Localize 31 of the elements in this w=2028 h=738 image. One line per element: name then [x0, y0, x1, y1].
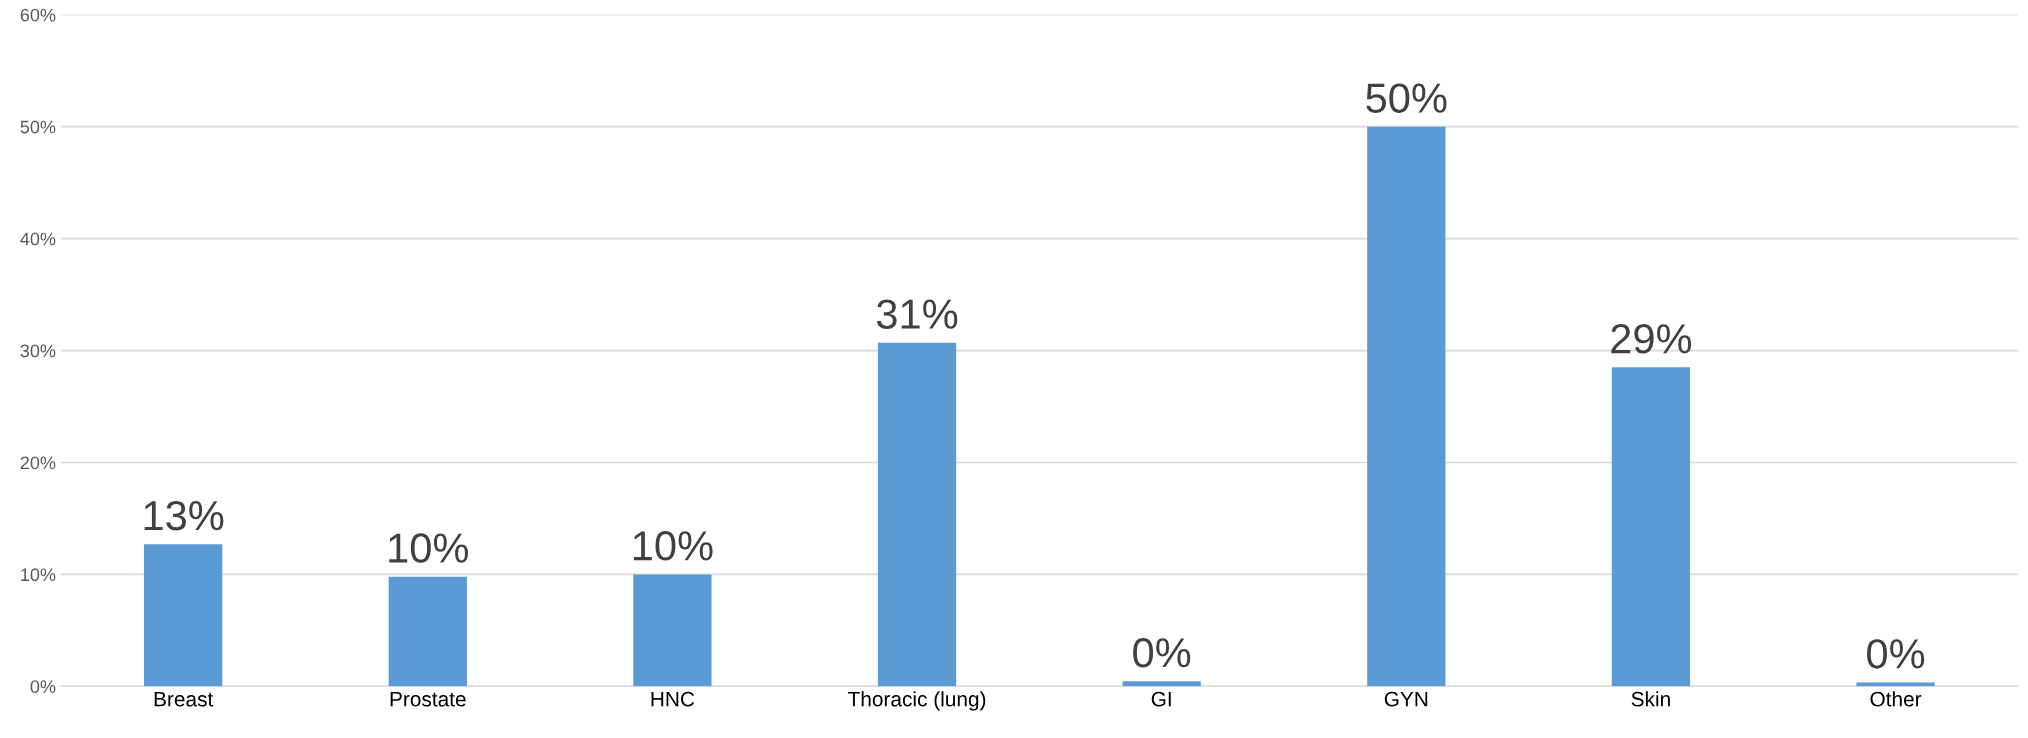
y-tick-label: 50% — [20, 120, 56, 134]
data-label: 0% — [1867, 639, 1925, 669]
data-label: 0% — [1133, 638, 1191, 668]
x-tick-label: GI — [1151, 691, 1171, 707]
bar — [1367, 126, 1446, 687]
y-tick-label: 40% — [20, 232, 56, 246]
y-tick-label: 30% — [20, 344, 56, 358]
data-label: 13% — [144, 500, 224, 531]
bar — [1611, 367, 1691, 687]
bar — [1856, 682, 1935, 687]
y-tick-label: 20% — [20, 456, 56, 470]
data-label: 50% — [1366, 83, 1447, 113]
x-tick-label: Breast — [154, 691, 214, 707]
x-tick-label: Prostate — [390, 691, 466, 707]
x-tick-label: Skin — [1631, 691, 1670, 707]
y-tick-label: 60% — [20, 8, 56, 22]
x-tick-label: Thoracic (lung) — [848, 691, 986, 711]
x-tick-label: Other — [1870, 691, 1922, 707]
data-label: 10% — [633, 531, 713, 561]
y-tick-label: 10% — [21, 568, 56, 582]
x-tick-label: GYN — [1384, 691, 1428, 707]
bar — [144, 544, 223, 687]
x-tick-label: HNC — [651, 691, 695, 707]
data-label: 29% — [1611, 324, 1692, 354]
bar — [633, 574, 712, 687]
data-label: 31% — [876, 299, 958, 329]
bar — [877, 342, 957, 687]
data-label: 10% — [389, 533, 468, 563]
bar — [1122, 681, 1201, 687]
y-tick-label: 0% — [30, 680, 56, 694]
bar — [388, 576, 467, 687]
